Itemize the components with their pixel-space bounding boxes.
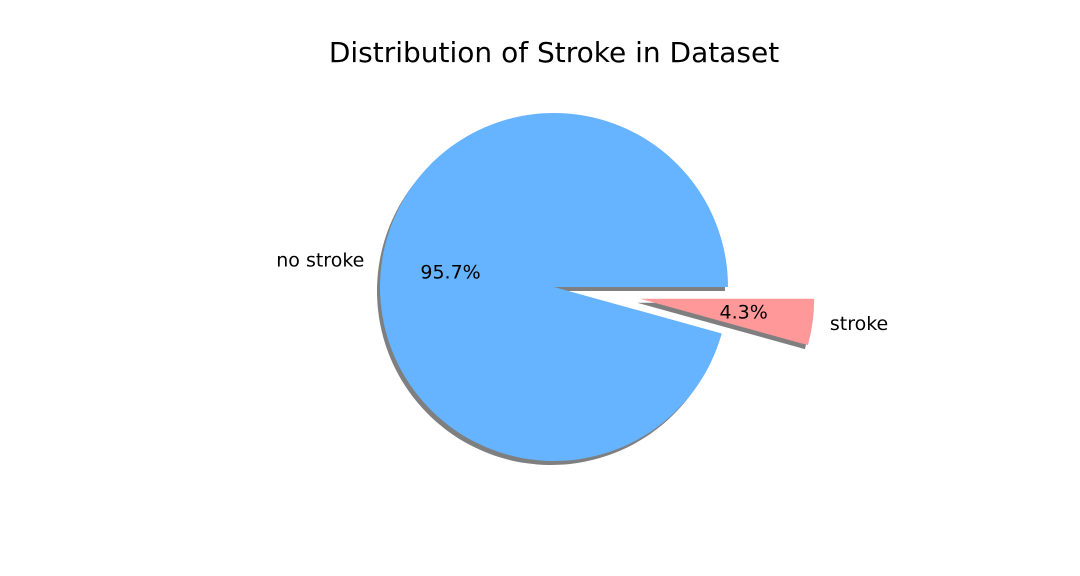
pie-slice-stroke: [640, 298, 815, 346]
chart-title: Distribution of Stroke in Dataset: [329, 36, 779, 69]
pie-slices: [379, 113, 815, 461]
pie-label-stroke: stroke: [830, 313, 888, 335]
pie-slice-no-stroke: [379, 113, 728, 461]
pie-label-no-stroke: no stroke: [276, 250, 364, 272]
pie-labels: no stroke 95.7% stroke 4.3%: [276, 250, 888, 335]
pie-value-label-no-stroke: 95.7%: [420, 261, 480, 283]
pie-value-label-stroke: 4.3%: [720, 301, 768, 323]
